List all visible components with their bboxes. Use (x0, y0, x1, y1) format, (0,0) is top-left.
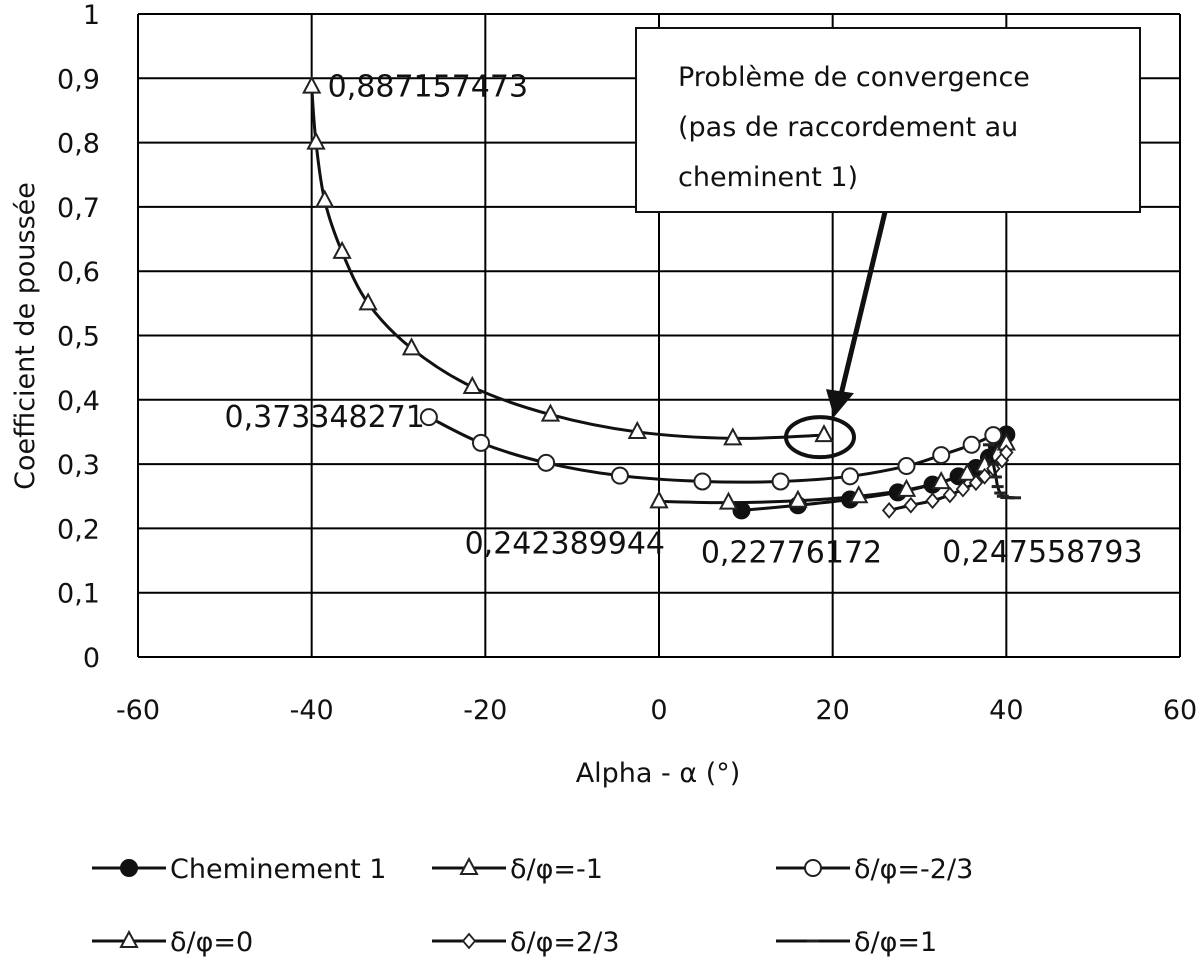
legend-marker-3 (119, 929, 139, 948)
y-axis-title: Coefficient de poussée (10, 182, 41, 490)
series-3-point-6 (957, 462, 977, 481)
data-label-1: 0,373348271 (224, 400, 424, 435)
series-layer (301, 75, 1022, 520)
y-tick-label-0: 0 (83, 643, 100, 674)
callout-arrow-line (835, 211, 888, 408)
gridlines (137, 13, 1181, 658)
series-3-point-3 (849, 485, 869, 504)
x-tick-label-4: 20 (815, 695, 849, 726)
y-tick-label-4: 0,4 (57, 386, 100, 417)
series-3-point-5 (931, 470, 951, 490)
series-4 (881, 444, 1014, 519)
callout-ellipse (783, 415, 856, 460)
y-tick-label-2: 0,2 (57, 514, 100, 545)
legend-marker-2 (804, 859, 822, 877)
y-tick-label-10: 1 (83, 0, 100, 31)
legend-item-0: Cheminement 1 (92, 854, 386, 885)
series-1-point-10 (814, 424, 834, 443)
series-1-point-4 (358, 292, 378, 311)
legend-marker-0 (120, 859, 138, 877)
data-labels: 0,887157473 0,373348271 0,242389944 0,22776… (224, 70, 1142, 571)
series-3-point-1 (718, 491, 739, 510)
series-4-point-0 (881, 502, 897, 519)
series-2-point-8 (932, 446, 951, 465)
y-tick-label-5: 0,5 (57, 322, 100, 353)
callout-text-line-1: (pas de raccordement au (678, 112, 1018, 143)
callout-text-line-2: cheminent 1) (678, 162, 858, 193)
series-2-point-4 (693, 472, 712, 491)
tick-labels: 0 0,1 0,2 0,3 0,4 0,5 0,6 0,7 0,8 0,9 1 -60 -40 -20 0 2… (57, 0, 1197, 726)
series-4-point-9 (999, 444, 1014, 461)
series-2-point-3 (610, 466, 629, 485)
legend-marker-4 (461, 932, 477, 950)
data-label-0: 0,887157473 (328, 70, 528, 105)
legend-label-0: Cheminement 1 (170, 854, 386, 885)
x-tick-label-1: -40 (290, 695, 334, 726)
series-2 (419, 408, 1003, 491)
legend-marker-1 (459, 856, 479, 875)
data-label-2: 0,242389944 (465, 526, 665, 561)
x-axis-title: Alpha - α (°) (576, 758, 741, 789)
data-label-4: 0,247558793 (942, 535, 1142, 570)
legend-label-2: δ/φ=-2/3 (854, 854, 973, 885)
y-tick-label-7: 0,7 (57, 193, 100, 224)
series-1-point-7 (540, 403, 561, 422)
annotation-callout: Problème de convergence (pas de raccordem… (635, 27, 1141, 460)
legend-label-4: δ/φ=2/3 (510, 927, 620, 957)
series-0-point-0 (732, 501, 751, 520)
series-1-point-0 (301, 75, 322, 94)
series-5 (982, 443, 1022, 500)
series-2-point-0 (419, 408, 438, 427)
series-4-point-3 (942, 486, 958, 504)
callout-arrow-head (825, 389, 854, 418)
series-2-point-5 (771, 472, 790, 491)
series-2-point-1 (471, 433, 490, 452)
y-tick-label-3: 0,3 (57, 450, 100, 481)
x-tick-label-6: 60 (1163, 695, 1197, 726)
legend: Cheminement 1 δ/φ=-1 δ/φ=-2/3 δ/φ=0 δ/φ=2/3 δ… (92, 854, 973, 957)
series-2-point-2 (537, 453, 556, 472)
legend-item-1: δ/φ=-1 (432, 854, 603, 885)
series-2-point-10 (984, 426, 1003, 445)
data-label-3: 0,22776172 (701, 535, 882, 570)
series-4-point-1 (903, 496, 919, 514)
legend-label-5: δ/φ=1 (854, 927, 937, 957)
x-tick-label-2: -20 (463, 695, 507, 726)
legend-item-5: δ/φ=1 (776, 927, 937, 957)
series-1-point-5 (401, 337, 422, 356)
series-2-point-7 (897, 457, 916, 476)
legend-label-3: δ/φ=0 (170, 927, 253, 957)
series-1-point-9 (723, 427, 743, 446)
series-4-point-5 (968, 474, 984, 492)
series-1 (301, 75, 834, 446)
legend-item-4: δ/φ=2/3 (432, 927, 620, 957)
series-4-point-2 (925, 492, 940, 510)
series-3-point-2 (788, 489, 808, 508)
series-1-point-1 (306, 131, 326, 150)
legend-label-1: δ/φ=-1 (510, 854, 603, 885)
series-3-point-4 (896, 478, 917, 497)
y-tick-label-6: 0,6 (57, 257, 100, 288)
legend-item-2: δ/φ=-2/3 (776, 854, 973, 885)
callout-text-line-0: Problème de convergence (678, 62, 1030, 93)
series-3-point-0 (649, 490, 669, 509)
x-tick-label-0: -60 (116, 695, 160, 726)
series-1-point-8 (627, 420, 647, 439)
y-tick-label-1: 0,1 (57, 579, 100, 610)
series-4-point-6 (977, 467, 992, 485)
series-4-point-4 (955, 480, 971, 498)
legend-item-3: δ/φ=0 (92, 927, 253, 957)
y-tick-label-9: 0,9 (57, 64, 100, 95)
x-tick-label-5: 40 (989, 695, 1023, 726)
series-2-point-9 (962, 435, 981, 454)
series-1-point-6 (462, 375, 482, 394)
series-2-point-6 (841, 467, 860, 486)
series-1-point-2 (315, 189, 335, 208)
series-1-point-3 (332, 240, 352, 259)
y-tick-label-8: 0,8 (57, 129, 100, 160)
callout-box (635, 27, 1141, 213)
x-tick-label-3: 0 (650, 695, 667, 726)
